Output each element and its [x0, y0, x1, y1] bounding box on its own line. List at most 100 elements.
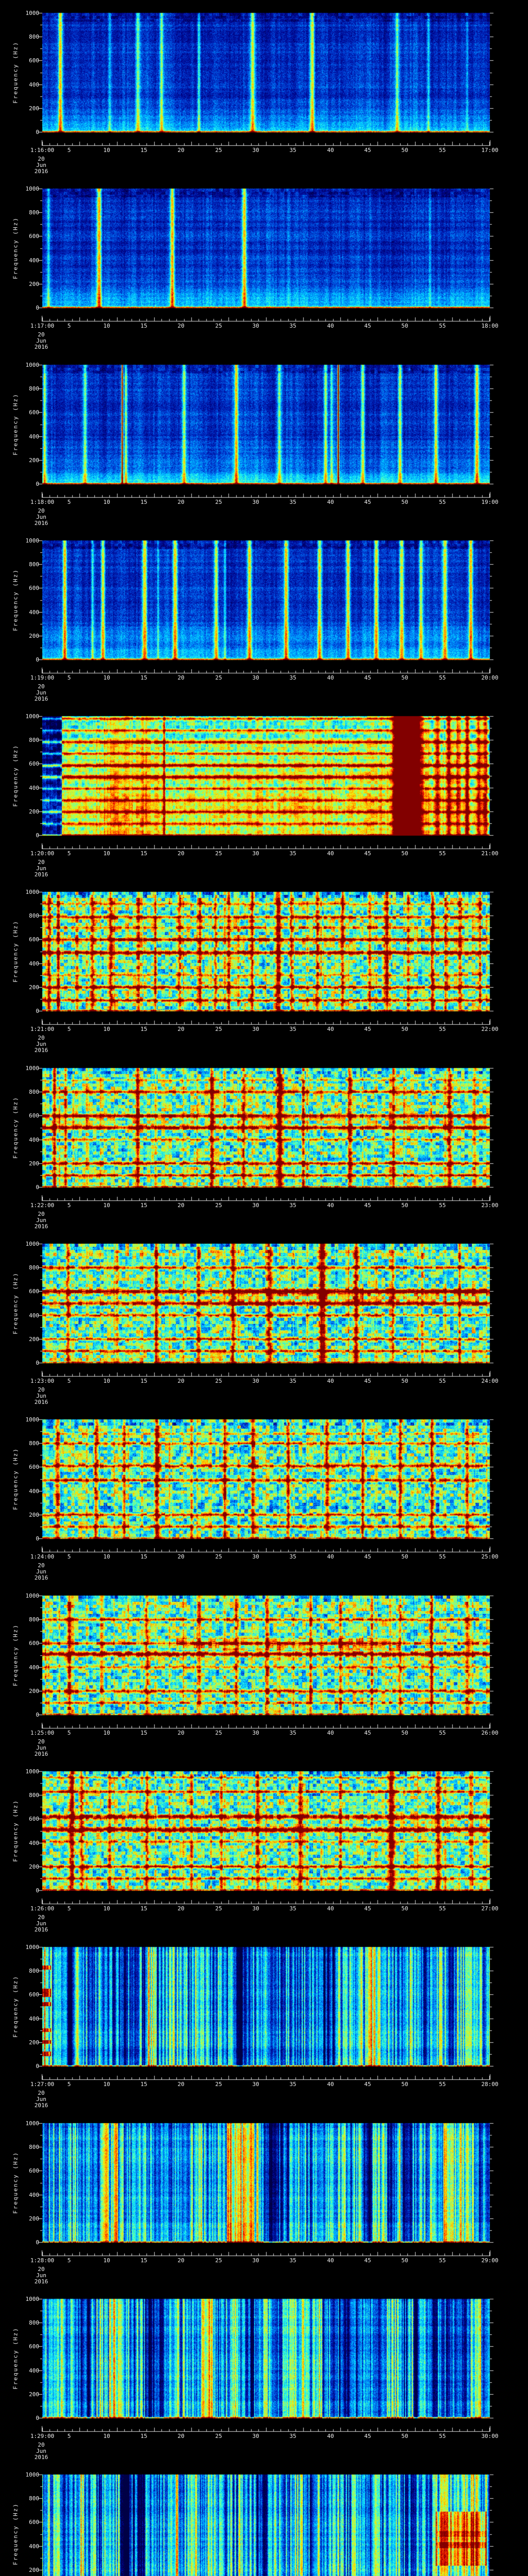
x-tick-label: 25 [215, 1905, 222, 1912]
x-tick-label: 30 [252, 2433, 259, 2439]
x-date-year: 2016 [34, 1047, 48, 1054]
spectrogram-canvas [0, 2286, 528, 2462]
x-date-year: 2016 [34, 344, 48, 350]
x-tick-label: 45 [364, 850, 371, 857]
x-tick-label: 15 [140, 1553, 147, 1560]
spectrogram-panel: Frequency (Hz) 1000 800 600 400 200 0 1:… [0, 1055, 528, 1231]
spectrogram-canvas [0, 879, 528, 1055]
y-tick-label: 400 [29, 1664, 39, 1671]
x-tick-label: 20 [177, 674, 185, 681]
x-tick-label: 45 [364, 1553, 371, 1560]
spectrogram-panel: Frequency (Hz) 1000 800 600 400 200 0 1:… [0, 703, 528, 879]
y-tick-label: 1000 [25, 1944, 40, 1951]
x-start-time-label: 1:21:00 [30, 1026, 55, 1032]
y-tick-label: 600 [29, 585, 39, 591]
spectrogram-panel: Frequency (Hz) 1000 800 600 400 200 0 1:… [0, 352, 528, 528]
y-tick-label: 800 [29, 385, 39, 392]
x-tick-label: 45 [364, 1905, 371, 1912]
x-tick-label: 50 [401, 2257, 408, 2264]
x-tick-label: 5 [67, 1026, 71, 1032]
x-tick-label: 25 [215, 2433, 222, 2439]
x-tick-label: 25 [215, 1026, 222, 1032]
x-tick-label: 30 [252, 2081, 259, 2088]
x-tick-label: 55 [439, 323, 446, 329]
y-tick-label: 0 [36, 2239, 39, 2246]
x-date-day: 20 [38, 1562, 45, 1569]
y-tick-label: 600 [29, 1112, 39, 1119]
x-tick-label: 40 [327, 2433, 334, 2439]
y-tick-label: 200 [29, 2215, 39, 2222]
x-start-time-label: 1:29:00 [30, 2433, 55, 2439]
x-tick-label: 25 [215, 674, 222, 681]
y-tick-label: 0 [36, 304, 39, 311]
x-tick-label: 55 [439, 1553, 446, 1560]
y-tick-label: 200 [29, 1160, 39, 1167]
x-tick-label: 40 [327, 1378, 334, 1384]
x-date-year: 2016 [34, 2454, 48, 2461]
spectrogram-panel: Frequency (Hz) 1000 800 600 400 200 0 1:… [0, 1758, 528, 1934]
y-tick-label: 600 [29, 2343, 39, 2350]
x-tick-label: 20 [177, 1553, 185, 1560]
x-date-day: 20 [38, 683, 45, 690]
x-date-day: 20 [38, 1211, 45, 1217]
y-tick-label: 0 [36, 832, 39, 839]
x-date-month: Jun [36, 2448, 46, 2454]
x-date-month: Jun [36, 1217, 46, 1224]
y-tick-label: 0 [36, 481, 39, 487]
x-tick-label: 25 [215, 1730, 222, 1736]
x-tick-label: 15 [140, 1026, 147, 1032]
x-date-month: Jun [36, 514, 46, 520]
x-tick-label: 50 [401, 1905, 408, 1912]
x-date-year: 2016 [34, 696, 48, 702]
spectrogram-canvas [0, 0, 528, 176]
x-tick-label: 35 [289, 499, 296, 505]
y-tick-label: 200 [29, 2039, 39, 2046]
x-tick-label: 40 [327, 1202, 334, 1209]
y-tick-label: 800 [29, 33, 39, 40]
y-tick-label: 0 [36, 2415, 39, 2421]
y-axis-label: Frequency (Hz) [12, 2151, 19, 2214]
x-tick-label: 10 [103, 2257, 110, 2264]
x-tick-label: 30 [252, 147, 259, 154]
x-date-year: 2016 [34, 1399, 48, 1405]
x-date-day: 20 [38, 507, 45, 514]
x-end-time-label: 30:00 [481, 2433, 499, 2439]
y-tick-label: 200 [29, 281, 39, 287]
x-date-month: Jun [36, 1041, 46, 1047]
y-axis-label: Frequency (Hz) [12, 1272, 19, 1334]
x-tick-label: 35 [289, 147, 296, 154]
y-tick-label: 400 [29, 257, 39, 264]
x-tick-label: 20 [177, 147, 185, 154]
x-date-day: 20 [38, 2442, 45, 2448]
y-axis-label: Frequency (Hz) [12, 2503, 19, 2565]
spectrogram-canvas [0, 703, 528, 879]
y-tick-label: 200 [29, 457, 39, 464]
x-tick-label: 30 [252, 1026, 259, 1032]
x-tick-label: 40 [327, 499, 334, 505]
x-tick-label: 50 [401, 1026, 408, 1032]
x-tick-label: 40 [327, 850, 334, 857]
y-tick-label: 800 [29, 912, 39, 919]
x-date-year: 2016 [34, 871, 48, 878]
x-tick-label: 5 [67, 2257, 71, 2264]
y-tick-label: 0 [36, 1887, 39, 1894]
x-tick-label: 50 [401, 2433, 408, 2439]
y-tick-label: 600 [29, 760, 39, 767]
x-tick-label: 55 [439, 1202, 446, 1209]
y-tick-label: 400 [29, 81, 39, 88]
y-tick-label: 800 [29, 2319, 39, 2326]
x-tick-label: 10 [103, 147, 110, 154]
y-tick-label: 200 [29, 1688, 39, 1694]
x-tick-label: 50 [401, 2081, 408, 2088]
y-axis-label: Frequency (Hz) [12, 920, 19, 982]
spectrogram-panel: Frequency (Hz) 1000 800 600 400 200 0 1:… [0, 1583, 528, 1758]
x-tick-label: 20 [177, 323, 185, 329]
x-tick-label: 55 [439, 499, 446, 505]
x-tick-label: 10 [103, 499, 110, 505]
y-axis-label: Frequency (Hz) [12, 41, 19, 104]
x-tick-label: 30 [252, 499, 259, 505]
y-tick-label: 600 [29, 1816, 39, 1822]
y-tick-label: 200 [29, 984, 39, 991]
y-tick-label: 800 [29, 561, 39, 568]
x-tick-label: 50 [401, 323, 408, 329]
